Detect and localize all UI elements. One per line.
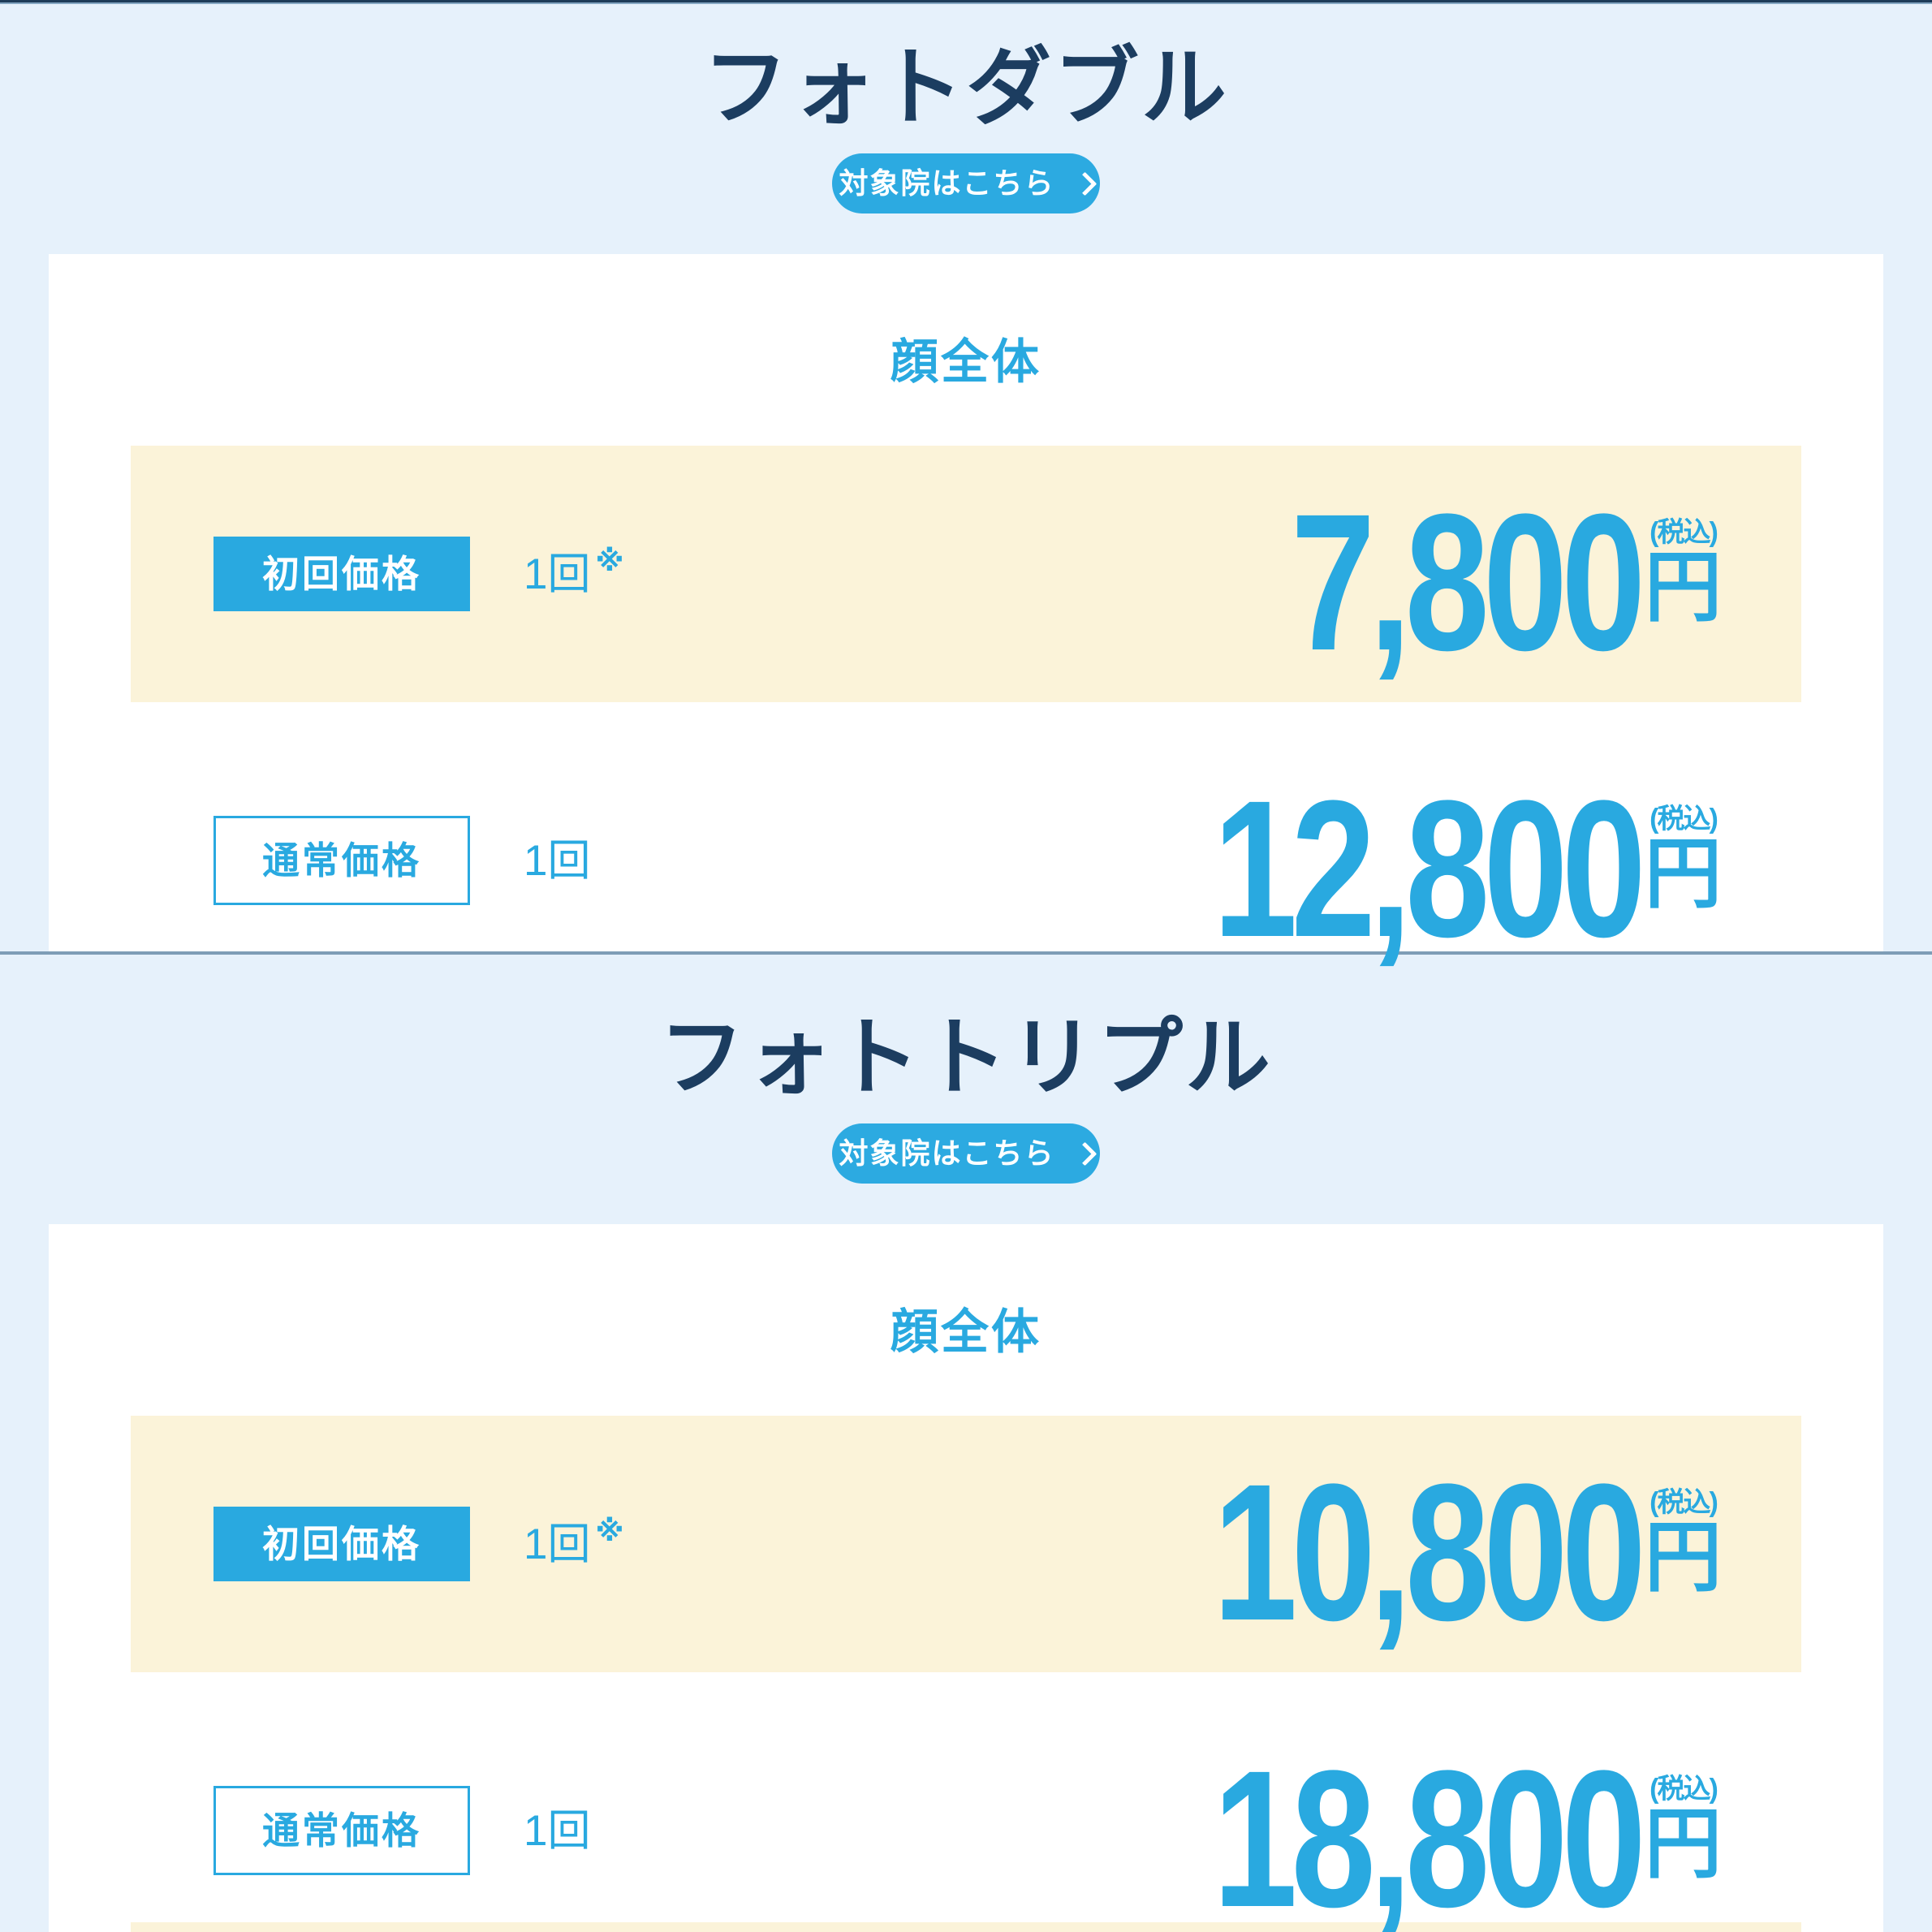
regular-price-label: 通常価格 (213, 1786, 470, 1875)
session-count-text: 1回 (524, 550, 591, 598)
session-count-text: 1回 (524, 1806, 591, 1855)
yen-symbol: 円 (1644, 1800, 1722, 1887)
regular-price-row: 通常価格 1回 18,800 (税込) 円 (131, 1741, 1801, 1932)
target-clinics-button-label: 対象院はこちら (839, 1136, 1055, 1170)
price-value: 12,800 (1213, 760, 1646, 977)
plan-section-photo-triple: フォトトリプル 対象院はこちら 顔全体 初回価格 1回 ※ 10,800 (税込)… (0, 955, 1932, 1932)
tax-included-note: (税込) (1650, 1773, 1719, 1805)
tax-included-note: (税込) (1650, 803, 1719, 834)
chevron-right-icon (1072, 171, 1097, 196)
first-price-label: 初回価格 (213, 537, 470, 611)
price-group: 10,800 (税込) 円 (1093, 1455, 1722, 1650)
asterisk-note: ※ (595, 1513, 624, 1547)
yen-symbol: 円 (1644, 1514, 1722, 1601)
chevron-right-icon (1072, 1141, 1097, 1166)
area-heading: 顔全体 (890, 335, 1041, 389)
price-value: 10,800 (1213, 1443, 1646, 1661)
regular-price-label: 通常価格 (213, 816, 470, 905)
target-clinics-button[interactable]: 対象院はこちら (832, 1123, 1100, 1184)
price-unit: (税込) 円 (1645, 1775, 1722, 1883)
session-count: 1回 ※ (524, 1516, 623, 1568)
plan-section-photo-double: フォトダブル 対象院はこちら 顔全体 初回価格 1回 ※ 7,800 (税込) 円… (0, 4, 1932, 966)
plan-title: フォトトリプル (658, 1007, 1273, 1107)
session-count: 1回 ※ (524, 546, 623, 598)
first-price-row: 初回価格 1回 ※ 10,800 (税込) 円 (131, 1416, 1801, 1672)
price-unit: (税込) 円 (1645, 1489, 1722, 1597)
asterisk-note: ※ (595, 543, 624, 577)
first-price-label: 初回価格 (213, 1507, 470, 1581)
price-value: 18,800 (1213, 1730, 1646, 1932)
yen-symbol: 円 (1644, 830, 1722, 917)
regular-price-row: 通常価格 1回 12,800 (税込) 円 (131, 771, 1801, 966)
session-count-text: 1回 (524, 836, 591, 885)
first-price-row: 初回価格 1回 ※ 7,800 (税込) 円 (131, 446, 1801, 702)
price-unit: (税込) 円 (1645, 805, 1722, 913)
tax-included-note: (税込) (1650, 1486, 1719, 1518)
tax-included-note: (税込) (1650, 516, 1719, 548)
price-group: 7,800 (税込) 円 (1192, 485, 1722, 679)
page-top-border-dark (0, 0, 1932, 2)
price-value: 7,800 (1291, 473, 1646, 691)
plan-title: フォトダブル (702, 37, 1229, 137)
price-group: 18,800 (税込) 円 (1093, 1741, 1722, 1932)
price-unit: (税込) 円 (1645, 519, 1722, 627)
section-divider (0, 951, 1932, 955)
target-clinics-button[interactable]: 対象院はこちら (832, 153, 1100, 213)
session-count: 1回 (524, 1809, 590, 1852)
page-top-border-light (0, 2, 1932, 4)
target-clinics-button-label: 対象院はこちら (839, 166, 1055, 200)
price-group: 12,800 (税込) 円 (1093, 771, 1722, 966)
session-count-text: 1回 (524, 1520, 591, 1568)
area-heading: 顔全体 (890, 1305, 1041, 1359)
session-count: 1回 (524, 839, 590, 882)
yen-symbol: 円 (1644, 544, 1722, 631)
pricing-card: 顔全体 初回価格 1回 ※ 7,800 (税込) 円 通常価格 1回 12,800 (49, 254, 1883, 966)
pricing-card: 顔全体 初回価格 1回 ※ 10,800 (税込) 円 通常価格 1回 18,80… (49, 1224, 1883, 1932)
next-row-peek (131, 1922, 1801, 1932)
